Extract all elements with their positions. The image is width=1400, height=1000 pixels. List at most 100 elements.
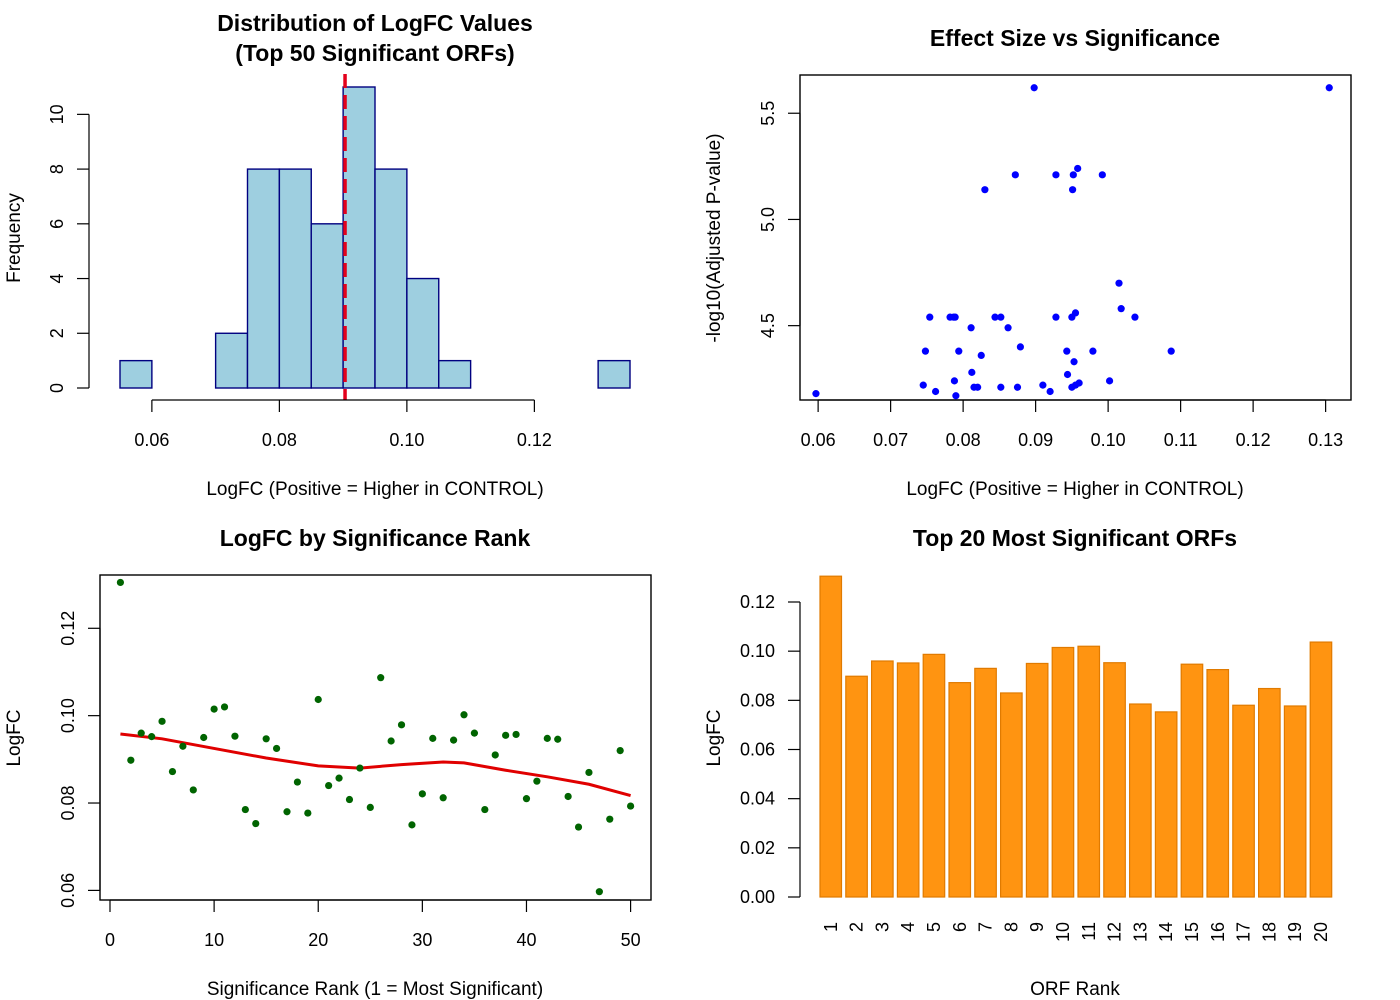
bar-y-axis-tick-label: 0.00 [740,887,775,907]
scatter2-point [470,729,479,737]
scatter1-point [1071,309,1080,317]
scatter1-point [1063,370,1072,379]
scatter2-point [304,809,312,817]
scatter1-point [1030,84,1038,92]
hist-y-axis-tick-label: 0 [47,383,67,393]
scatter1-point [974,383,982,391]
scatter1-point [952,392,960,400]
hist-title: Distribution of LogFC Values [217,10,533,36]
scatter1-x-axis-tick-label: 0.06 [801,430,836,450]
scatter1-point [991,313,999,321]
scatter1-y-axis-tick-label: 5.0 [758,207,778,232]
panel-histogram: Distribution of LogFC Values (Top 50 Sig… [4,10,631,500]
bar-x-tick-label: 3 [872,922,892,932]
bar-x-tick-label: 5 [924,922,944,932]
scatter2-point [585,768,593,777]
scatter2-point [189,786,197,794]
scatter2-y-axis-tick-label: 0.12 [58,611,78,646]
hist-subtitle: (Top 50 Significant ORFs) [235,40,514,66]
bar-x-tick-label: 6 [950,922,970,932]
scatter1-y-axis-tick-label: 4.5 [758,313,778,338]
scatter2-point [522,795,531,803]
bar-rect [1180,663,1204,898]
scatter2-point [241,805,249,814]
scatter2-point [564,792,572,801]
scatter1-point [812,390,820,398]
scatter1-x-axis-tick-label: 0.07 [873,430,908,450]
scatter2-point [502,731,510,739]
bar-bars [819,575,1333,898]
hist-bar [246,168,281,389]
scatter1-point [1069,186,1077,194]
hist-bar [597,359,631,389]
scatter1-y-axis-label: -log10(Adjusted P-value) [704,133,725,342]
scatter1-x-axis: 0.06 0.07 0.08 0.09 0.10 0.11 0.12 0.13 [801,399,1343,450]
hist-bar [342,86,376,389]
scatter2-point [345,795,354,804]
scatter2-point [116,578,125,587]
scatter2-point [460,711,468,719]
bar-rect [1283,705,1307,898]
scatter1-point [1074,164,1082,173]
scatter1-point [931,387,940,396]
bar-rect [1077,645,1101,898]
scatter2-point [449,736,458,744]
scatter2-point [200,733,208,742]
scatter2-point [543,734,551,742]
scatter2-y-axis-tick-label: 0.08 [58,786,78,821]
hist-x-axis: 0.06 0.08 0.10 0.12 [134,399,552,450]
scatter1-point [968,368,976,376]
scatter1-point [1167,347,1175,355]
bar-x-tick-label: 15 [1182,922,1202,942]
scatter2-point [168,767,177,776]
scatter1-point [1013,383,1022,391]
scatter1-point [1117,305,1125,313]
bar-rect [1103,662,1126,898]
scatter2-point [387,737,395,745]
scatter1-point [1075,379,1083,387]
scatter2-title: LogFC by Significance Rank [220,525,531,551]
scatter1-point [950,377,959,385]
scatter2-point [533,777,541,785]
scatter1-point [1325,84,1333,92]
scatter1-point [1131,313,1139,321]
bar-x-axis-label: ORF Rank [1030,979,1120,1000]
hist-x-axis-tick-label: 0.12 [517,430,552,450]
hist-bar [374,168,408,389]
bar-y-axis-tick-label: 0.10 [740,641,775,661]
scatter1-point [1004,324,1012,332]
bar-x-tick-label: 18 [1259,922,1279,942]
bar-title: Top 20 Most Significant ORFs [913,525,1237,551]
bar-rect [948,682,972,898]
scatter2-point [283,808,291,816]
scatter1-point [919,381,927,389]
scatter2-point [356,764,364,772]
scatter2-x-axis-tick-label: 30 [412,930,432,950]
scatter2-point [335,774,343,782]
bar-x-tick-label: 17 [1234,922,1254,942]
scatter1-point [1063,347,1071,355]
scatter2-x-axis: 0 10 20 30 40 50 [105,899,641,950]
hist-y-axis-label: Frequency [4,193,25,283]
scatter2-point [418,790,426,798]
hist-x-axis-tick-label: 0.08 [262,430,297,450]
scatter2-x-axis-tick-label: 50 [621,930,641,950]
scatter1-point [997,383,1005,391]
scatter2-point [626,802,635,810]
scatter1-point [1011,171,1019,179]
scatter1-y-axis: 4.5 5.0 5.5 [758,101,801,338]
bar-rect [1051,646,1075,898]
scatter1-point [1070,358,1078,366]
bar-rect [1232,704,1255,898]
scatter2-point [179,742,187,750]
scatter2-x-axis-tick-label: 0 [105,930,115,950]
scatter2-x-axis-tick-label: 10 [204,930,224,950]
bar-y-axis-tick-label: 0.04 [740,789,775,809]
scatter2-point [158,717,166,725]
bar-rect [870,660,894,898]
scatter2-point [408,821,416,829]
scatter1-point [921,347,930,355]
scatter2-point [439,794,447,802]
scatter1-point [981,186,989,194]
